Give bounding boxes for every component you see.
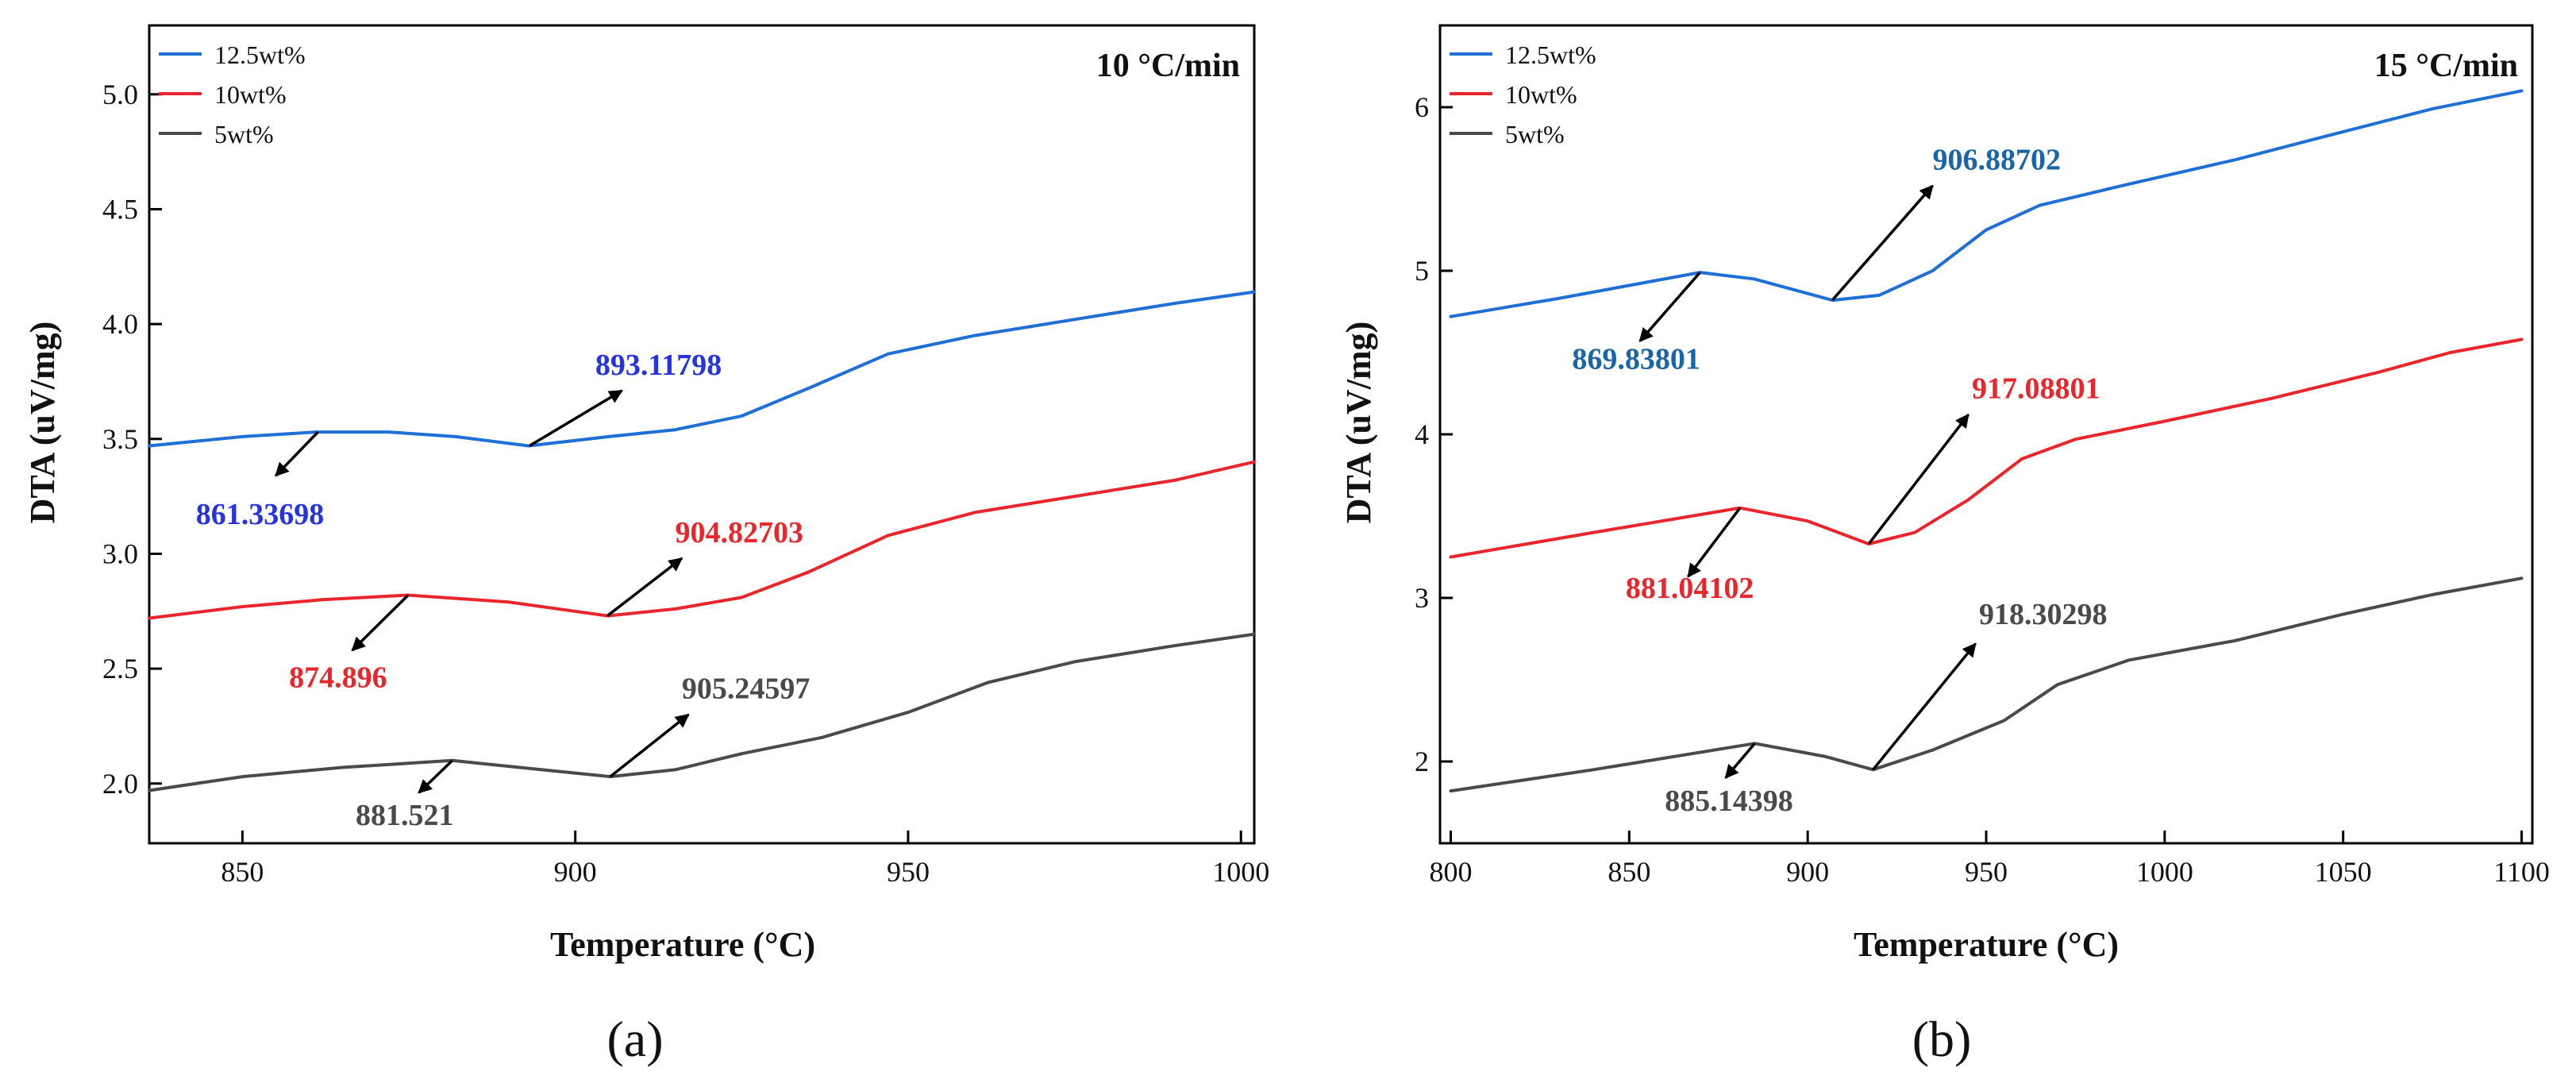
panel-label-a: (a)	[606, 1011, 663, 1067]
y-tick-label: 3.0	[102, 538, 138, 569]
x-tick-label: 1000	[2136, 856, 2193, 888]
heating-rate-label: 10 °C/min	[1096, 48, 1240, 84]
annotation-label: 917.08801	[1972, 372, 2100, 406]
annotation-label: 904.82703	[675, 516, 803, 549]
legend-label-10wt: 10wt%	[214, 80, 287, 109]
annotation-arrow	[1867, 413, 1970, 546]
legend-label-5wt: 5wt%	[1505, 120, 1565, 148]
chart-panel-a: 850 900 950 1000 2.0 2.5 3.0 3.5 4.0 4.5 5.0 861.33…	[23, 24, 1269, 1067]
annotation-label: 918.30298	[1979, 598, 2108, 631]
y-axis-title: DTA (uV/mg)	[23, 322, 62, 524]
y-tick-label: 4	[1415, 418, 1429, 450]
legend: 12.5wt% 10wt% 5wt%	[159, 40, 306, 148]
legend-label-12-5wt: 12.5wt%	[214, 40, 306, 69]
y-tick-label: 4.0	[102, 308, 138, 340]
x-tick-label: 800	[1429, 856, 1472, 888]
annotation-arrow	[275, 430, 319, 477]
legend-label-5wt: 5wt%	[214, 120, 274, 148]
series-line-5wt-	[1449, 576, 2524, 793]
annotation-label: 885.14398	[1665, 785, 1793, 818]
annotation-arrow	[606, 557, 683, 617]
annotation-label: 906.88702	[1933, 143, 2062, 176]
annotation-label: 881.521	[356, 799, 453, 832]
x-tick-label: 1000	[1212, 856, 1269, 888]
y-tick-label: 5.0	[102, 79, 138, 110]
annotation-arrow	[418, 759, 453, 794]
chart-panel-b: 800 850 900 950 1000 1050 1100 2 3 4 5 6 869.83801 90…	[1339, 24, 2550, 1067]
annotation-label: 905.24597	[682, 673, 811, 706]
legend-label-10wt: 10wt%	[1505, 80, 1577, 109]
x-tick-label: 950	[887, 856, 930, 888]
x-axis-title: Temperature (°C)	[1854, 925, 2119, 964]
series-line-5wt-	[148, 632, 1256, 792]
y-tick-label: 3	[1415, 582, 1429, 614]
annotation-label: 881.04102	[1626, 572, 1754, 605]
legend: 12.5wt% 10wt% 5wt%	[1450, 40, 1596, 148]
annotation-arrow	[529, 389, 623, 447]
series-line-10wt-	[1449, 337, 2524, 559]
chart-marks: 850 900 950 1000 2.0 2.5 3.0 3.5 4.0 4.5 5.0 861.33…	[102, 79, 1269, 888]
plot-frame	[148, 24, 1256, 845]
y-tick-label: 4.5	[102, 193, 138, 225]
x-tick-label: 900	[1786, 856, 1829, 888]
annotation-arrow	[351, 594, 410, 652]
y-axis-title: DTA (uV/mg)	[1339, 322, 1378, 524]
annotation-arrow	[1831, 184, 1934, 302]
annotation-label: 874.896	[289, 661, 387, 694]
y-tick-label: 2.0	[102, 768, 138, 800]
series-line-12-5wt-	[1449, 89, 2524, 318]
heating-rate-label: 15 °C/min	[2374, 48, 2518, 84]
x-tick-label: 850	[1608, 856, 1650, 888]
x-tick-label: 850	[221, 856, 264, 888]
annotation-arrow	[1872, 642, 1977, 771]
y-tick-label: 5	[1415, 255, 1429, 287]
annotation-label: 861.33698	[196, 498, 325, 531]
y-tick-label: 6	[1415, 91, 1429, 123]
chart-marks: 800 850 900 950 1000 1050 1100 2 3 4 5 6 869.83801 90…	[1415, 89, 2550, 888]
x-axis-title: Temperature (°C)	[550, 925, 815, 964]
annotation-label: 869.83801	[1572, 343, 1700, 376]
x-tick-label: 1050	[2315, 856, 2372, 888]
y-tick-label: 2.5	[102, 653, 138, 684]
series-line-10wt-	[148, 460, 1256, 620]
legend-label-12-5wt: 12.5wt%	[1505, 40, 1596, 69]
annotation-arrow	[1638, 271, 1701, 342]
y-tick-label: 3.5	[102, 423, 138, 455]
annotation-arrow	[1687, 507, 1742, 578]
annotation-label: 893.11798	[595, 349, 722, 382]
x-tick-label: 900	[554, 856, 597, 888]
annotation-arrow	[1724, 742, 1756, 779]
series-line-12-5wt-	[148, 290, 1256, 448]
x-tick-label: 1100	[2493, 856, 2550, 888]
y-tick-label: 2	[1415, 746, 1429, 777]
x-tick-label: 950	[1965, 856, 2008, 888]
annotation-arrow	[609, 713, 690, 778]
panel-label-b: (b)	[1912, 1011, 1972, 1067]
